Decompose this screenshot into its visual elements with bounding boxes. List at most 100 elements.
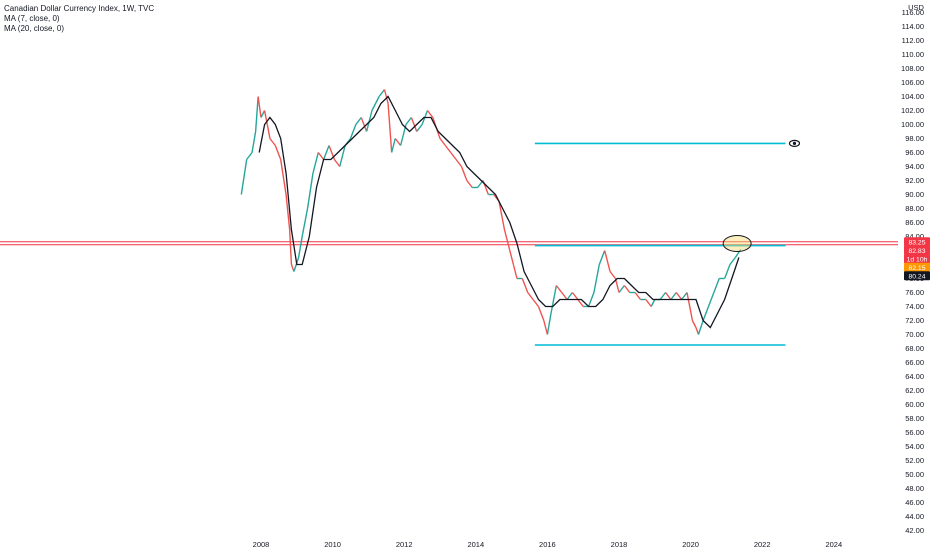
- price-segment: [618, 285, 625, 293]
- price-segment: [378, 89, 386, 97]
- price-segment: [707, 292, 715, 307]
- price-segment: [349, 124, 357, 139]
- price-segment: [521, 278, 529, 293]
- price-segment: [297, 236, 303, 258]
- price-tick-label: 94.00: [905, 162, 924, 171]
- price-segment: [686, 292, 694, 321]
- indicator-ma20-label[interactable]: MA (20, close, 0): [4, 24, 65, 33]
- price-segment: [571, 292, 579, 300]
- price-tick-label: 64.00: [905, 372, 924, 381]
- price-segment: [322, 145, 330, 160]
- ma20-line[interactable]: [258, 95, 740, 329]
- price-badge-4: [904, 271, 930, 281]
- price-segment: [503, 229, 511, 251]
- price-tick-label: 52.00: [905, 456, 924, 465]
- price-tick-label: 102.00: [901, 106, 924, 115]
- price-badge-label: 83.25: [908, 239, 925, 246]
- price-badge-label: 1d 10h: [907, 256, 928, 263]
- time-tick-label: 2018: [611, 540, 628, 549]
- price-segment: [263, 110, 271, 139]
- price-segment: [659, 292, 667, 300]
- price-segment: [723, 264, 731, 279]
- price-segment: [260, 110, 266, 118]
- price-tick-label: 86.00: [905, 218, 924, 227]
- price-tick-label: 70.00: [905, 330, 924, 339]
- price-segment: [455, 159, 463, 167]
- price-tick-label: 72.00: [905, 316, 924, 325]
- price-segment: [416, 124, 423, 132]
- price-segment: [240, 159, 248, 195]
- price-segment: [537, 306, 545, 321]
- price-segment: [681, 292, 688, 300]
- price-segment: [317, 152, 325, 160]
- price-tick-label: 42.00: [905, 526, 924, 535]
- price-segment: [645, 299, 652, 307]
- price-tick-label: 114.00: [902, 22, 924, 31]
- price-tick-label: 46.00: [905, 498, 924, 507]
- price-segment: [670, 292, 677, 300]
- price-segment: [532, 299, 540, 307]
- price-segment: [466, 180, 473, 188]
- price-tick-label: 76.00: [905, 288, 924, 297]
- price-segment: [339, 145, 346, 167]
- price-segment: [390, 138, 396, 153]
- price-tick-label: 58.00: [905, 414, 924, 423]
- price-badge-2: [904, 254, 930, 264]
- price-tick-label: 104.00: [901, 92, 924, 101]
- price-tick-label: 60.00: [905, 400, 924, 409]
- price-segment: [251, 131, 257, 153]
- price-axis-currency: USD: [908, 3, 924, 12]
- price-segment: [577, 299, 584, 307]
- price-tick-label: 56.00: [905, 428, 924, 437]
- eye-icon[interactable]: [788, 139, 801, 147]
- price-segment: [301, 208, 309, 237]
- price-tick-label: 110.00: [902, 50, 924, 59]
- price-segment: [498, 201, 506, 230]
- price-segment: [527, 292, 534, 300]
- price-segment: [360, 117, 368, 132]
- price-segment: [290, 264, 295, 272]
- price-tick-label: 88.00: [905, 204, 924, 213]
- price-segment: [566, 292, 574, 300]
- price-segment: [695, 327, 700, 335]
- price-segment: [697, 320, 704, 335]
- chart-title: Canadian Dollar Currency Index, 1W, TVC: [4, 4, 155, 13]
- price-tick-label: 98.00: [905, 134, 924, 143]
- price-segment: [444, 145, 452, 153]
- price-segment: [285, 194, 291, 230]
- price-segment: [246, 152, 253, 160]
- price-tick-label: 108.00: [901, 64, 924, 73]
- price-segment: [288, 229, 293, 265]
- price-segment: [387, 103, 393, 153]
- highlight-circle[interactable]: [722, 235, 752, 252]
- time-tick-label: 2020: [682, 540, 699, 549]
- price-segment: [543, 320, 549, 335]
- price-segment: [546, 313, 552, 335]
- price-tick-label: 90.00: [905, 190, 924, 199]
- price-segment: [702, 306, 710, 321]
- price-segment: [675, 292, 683, 300]
- price-segment: [371, 96, 380, 111]
- price-tick-label: 68.00: [905, 344, 924, 353]
- price-segment: [734, 249, 742, 258]
- time-tick-label: 2016: [539, 540, 556, 549]
- time-tick-label: 2024: [825, 540, 842, 549]
- price-tick-label: 112.00: [902, 36, 924, 45]
- price-segment: [512, 264, 518, 279]
- indicator-ma7-label[interactable]: MA (7, close, 0): [4, 14, 60, 23]
- price-segment: [650, 299, 656, 307]
- price-tick-label: 44.00: [905, 512, 924, 521]
- price-tick-label: 92.00: [905, 176, 924, 185]
- price-tick-label: 48.00: [905, 484, 924, 493]
- price-segment: [609, 271, 616, 279]
- price-segment: [561, 292, 568, 300]
- price-segment: [274, 145, 282, 160]
- time-tick-label: 2008: [253, 540, 270, 549]
- price-segment: [383, 89, 389, 104]
- price-segment: [306, 173, 314, 209]
- price-badge-label: 82.15: [908, 265, 925, 272]
- time-tick-label: 2012: [396, 540, 413, 549]
- price-segment: [691, 320, 697, 328]
